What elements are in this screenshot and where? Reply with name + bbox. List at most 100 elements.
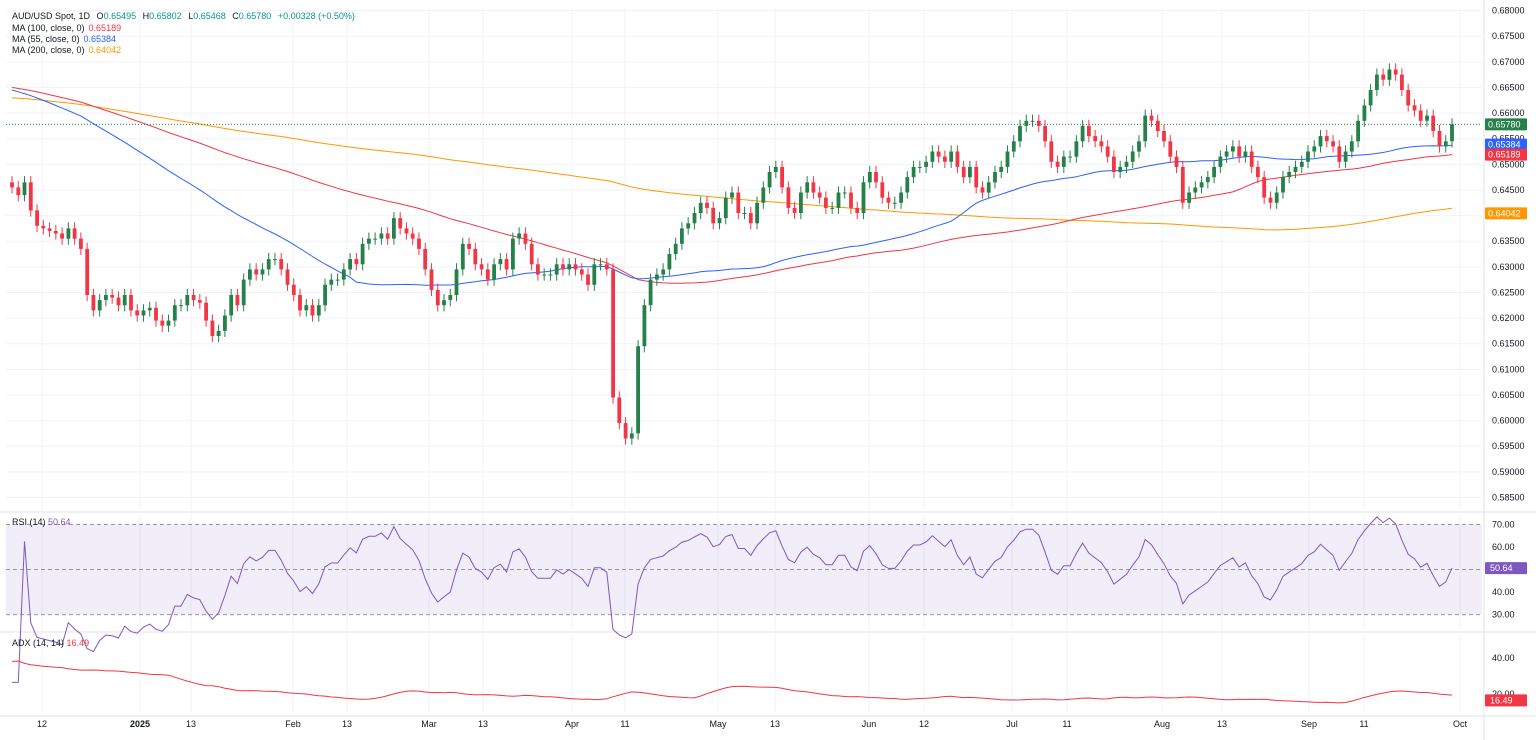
candle-down bbox=[285, 269, 290, 285]
candle-up bbox=[216, 330, 221, 336]
candle-down bbox=[824, 197, 828, 208]
candle-down bbox=[1043, 125, 1047, 142]
y-tick-label: 0.60000 bbox=[1492, 416, 1525, 426]
candle-down bbox=[1055, 161, 1060, 167]
candle-down bbox=[310, 305, 315, 316]
candle-up bbox=[542, 274, 547, 276]
x-tick-label: 11 bbox=[1359, 719, 1368, 729]
y-tick-label: 0.62000 bbox=[1492, 313, 1525, 323]
candle-up bbox=[949, 151, 954, 162]
symbol-legend: AUD/USD Spot, 1D O0.65495 H0.65802 L0.65… bbox=[12, 11, 359, 21]
candle-up bbox=[1187, 192, 1191, 203]
candle-up bbox=[930, 151, 935, 162]
candle-up bbox=[392, 218, 396, 239]
candle-up bbox=[830, 207, 835, 209]
candle-up bbox=[454, 269, 459, 295]
change-value: +0.00328 (+0.50%) bbox=[277, 11, 355, 21]
candle-up bbox=[1387, 69, 1392, 80]
candle-down bbox=[47, 228, 52, 231]
x-tick-label: Oct bbox=[1453, 719, 1468, 729]
candle-down bbox=[53, 230, 58, 234]
candle-down bbox=[980, 187, 985, 193]
candle-up bbox=[273, 259, 277, 261]
candle-up bbox=[867, 172, 872, 183]
candle-up bbox=[592, 264, 597, 285]
candle-down bbox=[1162, 131, 1166, 142]
candle-down bbox=[1174, 156, 1179, 167]
candle-down bbox=[955, 151, 960, 167]
candle-up bbox=[1306, 151, 1310, 162]
candle-up bbox=[1368, 90, 1373, 106]
candle-up bbox=[1224, 151, 1229, 157]
candle-up bbox=[686, 223, 691, 229]
candle-down bbox=[429, 269, 434, 290]
candle-down bbox=[623, 423, 628, 439]
y-tick-label: 0.61500 bbox=[1492, 339, 1525, 349]
candle-up bbox=[1005, 151, 1010, 167]
candle-down bbox=[35, 210, 39, 226]
candle-up bbox=[260, 269, 265, 275]
rsi-badge-label: 50.64 bbox=[1490, 563, 1513, 573]
candle-up bbox=[1443, 141, 1448, 147]
candle-up bbox=[742, 213, 747, 214]
x-tick-label: May bbox=[709, 719, 727, 729]
x-tick-label: 13 bbox=[478, 719, 488, 729]
adx-tick-label: 40.00 bbox=[1492, 653, 1515, 663]
candle-down bbox=[579, 269, 584, 275]
price-badge bbox=[1485, 138, 1527, 151]
candle-up bbox=[460, 243, 465, 270]
candle-up bbox=[629, 433, 634, 439]
close-value: 0.65780 bbox=[238, 11, 272, 21]
candle-up bbox=[1312, 146, 1317, 152]
candle-up bbox=[241, 279, 246, 306]
price-badge-label: 0.65189 bbox=[1488, 150, 1521, 160]
candle-up bbox=[1343, 151, 1348, 162]
candle-down bbox=[1431, 115, 1436, 131]
candle-up bbox=[1243, 151, 1248, 157]
high-value: 0.65802 bbox=[149, 11, 182, 21]
y-tick-label: 0.62500 bbox=[1492, 287, 1525, 297]
candle-down bbox=[817, 192, 822, 198]
candle-up bbox=[842, 192, 847, 194]
y-tick-label: 0.68000 bbox=[1492, 6, 1525, 16]
y-tick-label: 0.60500 bbox=[1492, 390, 1525, 400]
adx-value: 16.49 bbox=[66, 638, 90, 648]
candle-down bbox=[936, 151, 941, 157]
candle-up bbox=[1212, 166, 1216, 178]
candle-down bbox=[792, 207, 797, 213]
y-tick-label: 0.64500 bbox=[1492, 185, 1525, 195]
x-tick-label: Apr bbox=[565, 719, 579, 729]
candle-down bbox=[385, 233, 390, 239]
y-tick-label: 0.61000 bbox=[1492, 364, 1525, 374]
open-label: O bbox=[96, 11, 104, 21]
candle-down bbox=[561, 264, 565, 270]
candle-up bbox=[924, 161, 928, 167]
candle-down bbox=[116, 297, 121, 306]
candle-down bbox=[504, 259, 509, 270]
x-tick-label: 13 bbox=[1217, 719, 1227, 729]
candle-down bbox=[204, 302, 208, 321]
candle-down bbox=[748, 213, 753, 224]
candle-down bbox=[28, 182, 33, 211]
x-tick-label: Mar bbox=[421, 719, 437, 729]
candle-up bbox=[567, 264, 572, 270]
candle-down bbox=[529, 243, 534, 265]
adx-badge bbox=[1485, 694, 1527, 707]
candle-down bbox=[10, 182, 14, 188]
rsi-line bbox=[12, 516, 1453, 683]
candle-up bbox=[517, 233, 522, 239]
ma100-value: 0.65189 bbox=[88, 23, 122, 33]
candle-down bbox=[1412, 105, 1417, 111]
price-badge bbox=[1485, 207, 1527, 220]
y-tick-label: 0.59000 bbox=[1492, 467, 1525, 477]
ma100-legend: MA (100, close, 0) 0.65189 bbox=[12, 23, 125, 33]
candle-up bbox=[22, 182, 27, 196]
candle-down bbox=[404, 228, 409, 234]
x-tick-label: Sep bbox=[1301, 719, 1317, 729]
y-tick-label: 0.58500 bbox=[1492, 492, 1525, 502]
candle-down bbox=[291, 284, 296, 295]
candle-down bbox=[417, 238, 421, 249]
candle-up bbox=[166, 320, 171, 326]
candle-down bbox=[1036, 120, 1041, 126]
